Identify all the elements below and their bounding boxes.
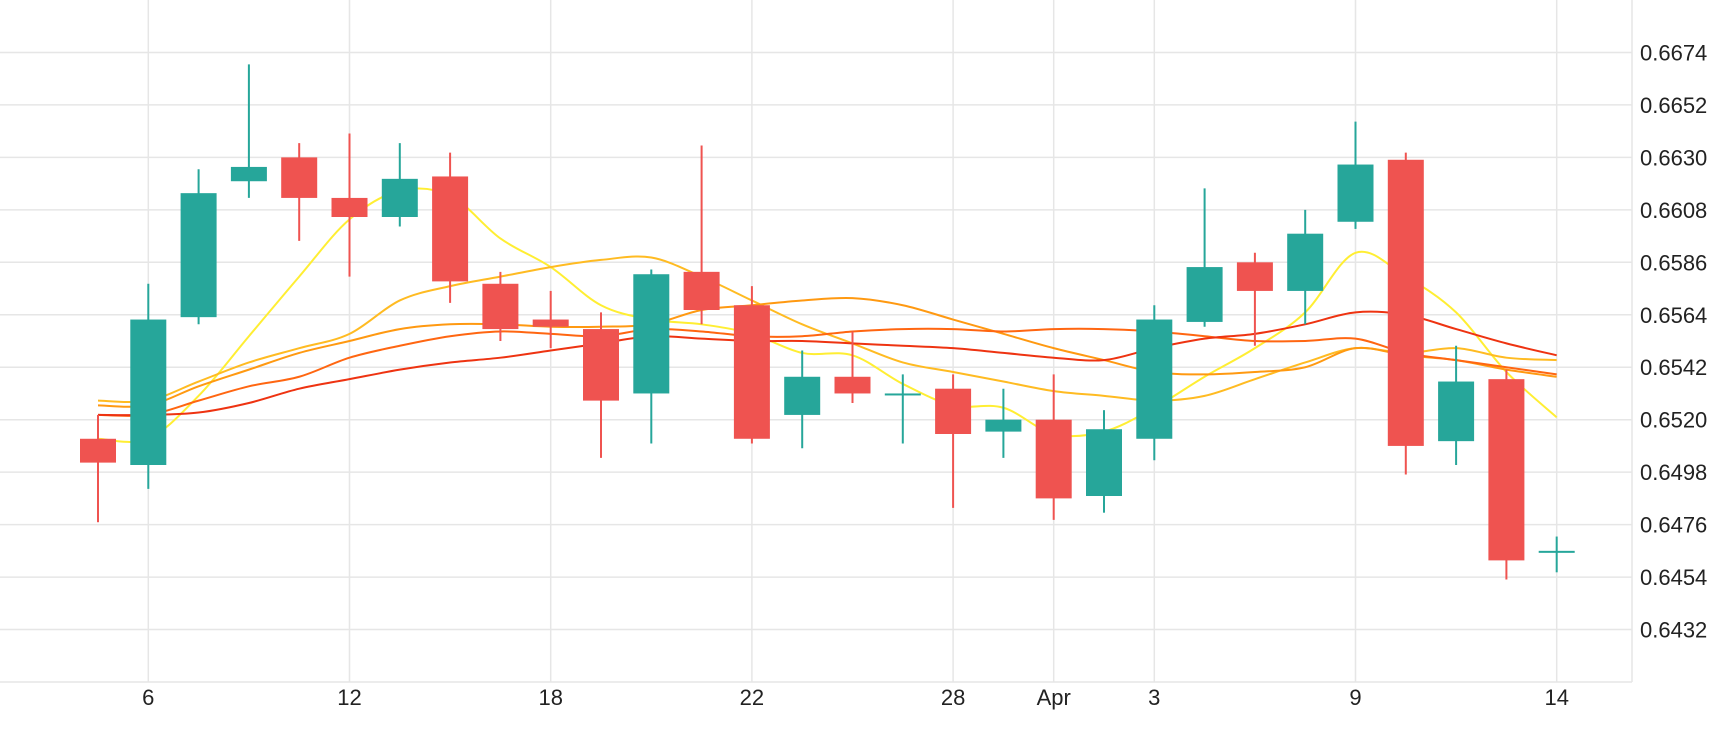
y-tick-label: 0.6520 xyxy=(1640,408,1707,433)
moving-average-line xyxy=(97,327,1557,417)
candle xyxy=(1438,345,1475,465)
candle-body xyxy=(1236,262,1273,291)
candle xyxy=(230,64,267,198)
candle xyxy=(1287,209,1324,325)
y-tick-label: 0.6608 xyxy=(1640,198,1707,223)
candle-body xyxy=(281,157,318,198)
candle-body xyxy=(130,319,167,465)
candle xyxy=(683,145,720,325)
x-tick-label: Apr xyxy=(1037,685,1071,710)
candle-body xyxy=(331,197,368,217)
x-tick-label: 3 xyxy=(1148,685,1160,710)
candle xyxy=(1035,374,1072,520)
candle xyxy=(331,133,368,277)
candle xyxy=(381,143,418,227)
moving-average-layer xyxy=(97,187,1558,443)
candle-body xyxy=(1186,267,1223,322)
candle xyxy=(733,286,770,444)
candle-body xyxy=(1387,159,1424,446)
candle xyxy=(583,312,619,458)
candle xyxy=(130,283,167,489)
candle-body xyxy=(1438,381,1475,442)
y-tick-label: 0.6476 xyxy=(1640,513,1707,538)
candle-body xyxy=(633,274,670,394)
candle xyxy=(884,374,921,444)
candle xyxy=(834,331,871,403)
candle-body xyxy=(985,419,1022,432)
candle xyxy=(935,374,972,508)
candle xyxy=(1236,252,1273,346)
y-tick-label: 0.6498 xyxy=(1640,460,1707,485)
candle-body xyxy=(381,178,418,217)
candle-body xyxy=(482,283,519,330)
candle xyxy=(1337,121,1374,229)
candle-body xyxy=(1337,164,1374,222)
y-tick-label: 0.6586 xyxy=(1640,250,1707,275)
candle-body xyxy=(1086,429,1122,496)
y-tick-label: 0.6564 xyxy=(1640,303,1707,328)
y-tick-label: 0.6542 xyxy=(1640,355,1707,380)
candle-body xyxy=(80,438,116,463)
candle xyxy=(80,414,116,523)
moving-average-line xyxy=(97,187,1558,443)
candle-body xyxy=(935,388,972,434)
candle xyxy=(281,143,318,241)
candle-body xyxy=(784,376,821,415)
moving-average-line xyxy=(97,255,1557,404)
x-tick-label: 14 xyxy=(1544,685,1568,710)
candle-body xyxy=(532,319,569,327)
candle-body xyxy=(1488,379,1525,561)
y-tick-label: 0.6652 xyxy=(1640,93,1707,118)
candle xyxy=(1387,152,1424,475)
candle-body xyxy=(180,193,217,318)
candle-body xyxy=(683,271,720,310)
candle-body xyxy=(1136,319,1173,439)
candle xyxy=(985,388,1022,458)
candle xyxy=(1538,536,1575,573)
candle xyxy=(1488,369,1525,580)
candle-body xyxy=(1538,550,1575,553)
candle-layer xyxy=(80,64,1575,580)
candle-body xyxy=(884,393,921,396)
x-tick-label: 18 xyxy=(538,685,562,710)
candle xyxy=(784,350,821,449)
moving-average-line xyxy=(97,296,1557,408)
candle xyxy=(180,169,217,325)
candle-body xyxy=(1287,233,1324,291)
candle xyxy=(1086,410,1122,513)
y-tick-label: 0.6630 xyxy=(1640,145,1707,170)
candle-body xyxy=(1035,419,1072,499)
moving-average-line xyxy=(97,310,1557,417)
candle xyxy=(432,152,469,303)
x-tick-label: 6 xyxy=(142,685,154,710)
candle xyxy=(482,271,519,341)
x-tick-label: 22 xyxy=(740,685,764,710)
x-tick-label: 28 xyxy=(941,685,965,710)
candle xyxy=(532,290,569,349)
y-tick-label: 0.6454 xyxy=(1640,565,1707,590)
axis-layer: 0.6674 0.6652 0.6630 0.6608 0.6586 0.6564 0.65… xyxy=(142,40,1707,710)
candle-body xyxy=(834,376,871,394)
candle xyxy=(1136,305,1173,461)
candle-body xyxy=(230,166,267,182)
y-tick-label: 0.6674 xyxy=(1640,40,1707,65)
candle xyxy=(633,269,670,444)
candle xyxy=(1186,188,1223,327)
candle-body xyxy=(583,329,619,401)
y-tick-label: 0.6432 xyxy=(1640,618,1707,643)
candle-body xyxy=(432,176,469,282)
x-tick-label: 9 xyxy=(1349,685,1361,710)
candle-body xyxy=(733,305,770,439)
x-tick-label: 12 xyxy=(337,685,361,710)
